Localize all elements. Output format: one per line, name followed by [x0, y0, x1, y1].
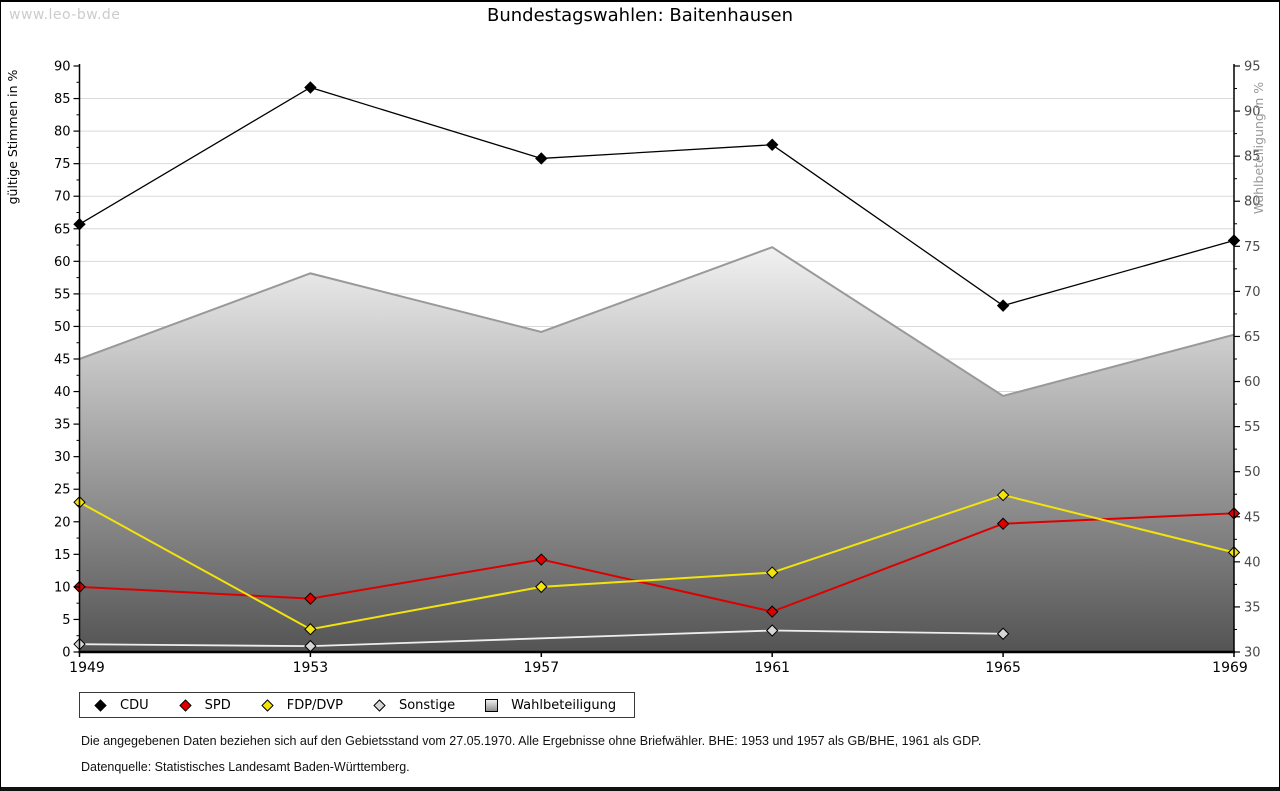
svg-text:25: 25 — [54, 483, 71, 498]
legend-item-sonstige: Sonstige — [373, 698, 455, 713]
footnotes: Die angegebenen Daten beziehen sich auf … — [81, 728, 981, 780]
svg-text:1949: 1949 — [69, 660, 105, 676]
legend-label-spd: SPD — [204, 697, 231, 713]
svg-text:55: 55 — [1244, 420, 1261, 435]
svg-text:55: 55 — [54, 287, 71, 302]
cdu-diamond-icon — [94, 698, 107, 712]
svg-text:70: 70 — [1244, 285, 1261, 300]
svg-text:1961: 1961 — [754, 660, 790, 676]
svg-text:65: 65 — [54, 222, 71, 237]
svg-text:50: 50 — [54, 320, 71, 335]
footnote-datenquelle: Datenquelle: Statistisches Landesamt Bad… — [81, 760, 410, 774]
legend-item-wahlbeteiligung: Wahlbeteiligung — [485, 698, 616, 713]
watermark: www.leo-bw.de — [9, 7, 121, 23]
svg-text:1965: 1965 — [985, 660, 1021, 676]
svg-text:80: 80 — [1244, 195, 1261, 210]
svg-text:gültige Stimmen in %: gültige Stimmen in % — [5, 69, 20, 204]
sonstige-diamond-icon — [373, 698, 386, 712]
svg-text:45: 45 — [1244, 510, 1261, 525]
legend-item-fdp: FDP/DVP — [261, 698, 343, 713]
svg-text:45: 45 — [54, 353, 71, 368]
svg-text:0: 0 — [62, 646, 70, 661]
legend-label-wahlbeteiligung: Wahlbeteiligung — [511, 697, 617, 713]
svg-text:35: 35 — [54, 418, 71, 433]
legend-label-fdp: FDP/DVP — [286, 697, 343, 713]
svg-text:40: 40 — [54, 385, 71, 400]
svg-text:30: 30 — [1244, 646, 1261, 661]
svg-text:80: 80 — [54, 125, 71, 140]
svg-text:75: 75 — [1244, 240, 1261, 255]
legend: CDU SPD FDP/DVP Sonstige Wahlbeteiligung — [79, 692, 636, 718]
svg-text:60: 60 — [1244, 375, 1261, 390]
svg-text:1969: 1969 — [1212, 660, 1248, 676]
svg-text:70: 70 — [54, 190, 71, 205]
svg-text:85: 85 — [54, 92, 71, 107]
svg-text:5: 5 — [62, 613, 70, 628]
svg-text:15: 15 — [54, 548, 71, 563]
svg-text:95: 95 — [1244, 60, 1261, 75]
svg-text:20: 20 — [54, 515, 71, 530]
svg-text:40: 40 — [1244, 555, 1261, 570]
svg-text:75: 75 — [54, 157, 71, 172]
election-line-chart: 0 5 10 15 20 25 30 35 40 45 50 55 60 65 70 75 80 85 90 30 35… — [5, 60, 1266, 677]
svg-text:35: 35 — [1244, 600, 1261, 615]
svg-text:10: 10 — [54, 580, 71, 595]
svg-text:50: 50 — [1244, 465, 1261, 480]
svg-text:Wahlbeteiligung in %: Wahlbeteiligung in % — [1251, 82, 1266, 214]
svg-text:85: 85 — [1244, 150, 1261, 165]
legend-item-cdu: CDU — [94, 698, 149, 713]
legend-label-cdu: CDU — [120, 697, 149, 713]
fdp-diamond-icon — [261, 698, 274, 712]
svg-text:1953: 1953 — [293, 660, 329, 676]
legend-item-spd: SPD — [178, 697, 231, 713]
legend-label-sonstige: Sonstige — [398, 697, 456, 713]
svg-text:1957: 1957 — [523, 660, 559, 676]
svg-text:90: 90 — [54, 60, 71, 75]
svg-text:60: 60 — [54, 255, 71, 270]
wahlbeteiligung-gradient-square-icon — [485, 698, 499, 712]
page-title: Bundestagswahlen: Baitenhausen — [487, 5, 793, 26]
spd-diamond-icon — [178, 698, 192, 712]
svg-text:90: 90 — [1244, 105, 1261, 120]
svg-text:65: 65 — [1244, 330, 1261, 345]
footnote-gebietsstand: Die angegebenen Daten beziehen sich auf … — [81, 734, 982, 748]
svg-text:30: 30 — [54, 450, 71, 465]
